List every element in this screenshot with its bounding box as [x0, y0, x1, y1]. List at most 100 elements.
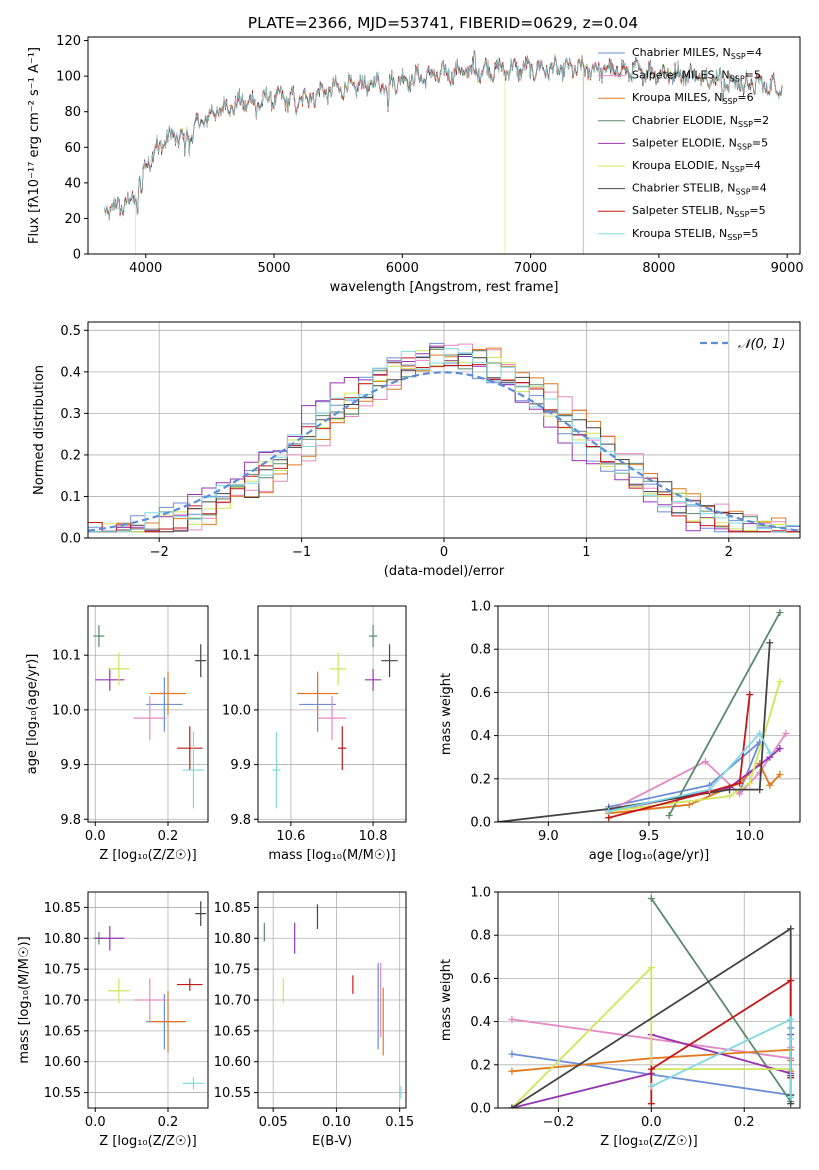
legend-count: =6 [737, 91, 753, 104]
legend-name: Kroupa ELODIE, N [632, 159, 730, 172]
series-marker [766, 639, 774, 647]
y-tick-label: 10.80 [214, 932, 251, 947]
series-marker [756, 768, 764, 776]
legend-sub: SSP [738, 120, 753, 129]
y-tick-label: 10.1 [222, 649, 251, 664]
x-tick-label: 0.10 [322, 1115, 351, 1130]
y-tick-label: 9.9 [60, 758, 81, 773]
panel-mass-weight-vs-Z: −0.2 0.0 0.2 0.0 0.2 0.4 0.6 0.8 1.0 Z [log₁₀(Z/Z… [439, 886, 801, 1149]
errorbar-salpeter-stelib [177, 726, 203, 771]
axes-border [87, 36, 801, 255]
x-tick-label: 0.2 [734, 1115, 755, 1130]
y-axis-label: mass [log₁₀(M/M☉)] [17, 936, 32, 1063]
spectrum-line-kroupa-elodie [104, 54, 783, 254]
legend-entry: Salpeter STELIB, NSSP=5 [632, 204, 766, 219]
y-tick-label: 9.9 [230, 758, 251, 773]
errorbar-chabrier-elodie [93, 625, 105, 648]
axes-border [87, 605, 209, 823]
legend-sub: SSP [730, 75, 745, 84]
series-marker [776, 770, 784, 778]
hist-salpeter-stelib [88, 357, 800, 533]
series-line [608, 741, 761, 808]
x-tick-label: −2 [150, 545, 169, 560]
series-marker [726, 792, 734, 800]
y-tick-label: 0.4 [470, 729, 491, 744]
legend-sub: SSP [736, 188, 751, 197]
x-tick-label: 5000 [257, 261, 290, 276]
x-tick-label: −1 [292, 545, 311, 560]
errorbar-kroupa-miles [149, 990, 187, 1053]
series-marker [787, 925, 795, 933]
y-tick-label: 1.0 [470, 886, 491, 901]
axes-frame: 10.6 10.8 9.8 9.9 10.0 10.1 mass [log₁₀(M/M☉)] [222, 605, 407, 863]
y-tick-label: 10.80 [44, 932, 81, 947]
series-marker [787, 977, 795, 985]
x-axis-label: age [log₁₀(age/yr)] [589, 848, 710, 863]
y-tick-label: 0.1 [60, 490, 81, 505]
y-tick-label: 80 [64, 105, 81, 120]
series-marker [647, 1100, 655, 1108]
x-tick-label: 0 [440, 545, 448, 560]
legend-sub: SSP [731, 52, 746, 61]
errorbar-kroupa-miles [149, 671, 187, 716]
errorbar-kroupa-elodie [108, 978, 130, 1004]
line-series-chabrier-miles [605, 738, 764, 811]
series-marker [787, 1100, 795, 1108]
errorbar-salpeter-elodie [95, 668, 125, 691]
errorbar-chabrier-elodie [369, 625, 378, 648]
x-tick-label: 0.0 [641, 1115, 662, 1130]
y-tick-label: 0.0 [470, 1102, 491, 1117]
y-tick-label: 10.60 [44, 1055, 81, 1070]
y-tick-label: 20 [64, 212, 81, 227]
line-series-chabrier-elodie [665, 608, 784, 820]
legend-entry: Chabrier STELIB, NSSP=4 [632, 182, 767, 197]
axes-frame: 0.0 0.2 10.55 10.60 10.65 10.70 10.75 10.80 10.8… [17, 891, 209, 1149]
x-tick-label: 0.05 [259, 1115, 288, 1130]
x-tick-label: 0.2 [158, 1115, 179, 1130]
plot-area [88, 342, 800, 533]
y-tick-label: 0.8 [470, 643, 491, 658]
hist-kroupa-stelib [88, 348, 800, 533]
y-tick-label: 9.8 [60, 813, 81, 828]
y-tick-label: 0.0 [60, 532, 81, 547]
plot-area [508, 894, 795, 1108]
axes-frame: 0.05 0.10 0.15 10.55 10.60 10.65 10.70 10.75 10.… [214, 891, 414, 1149]
axes-frame: −0.2 0.0 0.2 0.0 0.2 0.4 0.6 0.8 1.0 Z [log₁₀(Z/Z… [439, 886, 801, 1149]
series-line [668, 612, 781, 816]
y-tick-label: 0.0 [470, 816, 491, 831]
x-tick-label: 4000 [129, 261, 162, 276]
y-tick-label: 0.4 [470, 1015, 491, 1030]
x-tick-label: 9000 [771, 261, 804, 276]
plot-area [272, 625, 398, 809]
series-marker [736, 790, 744, 798]
errorbar-salpeter-elodie [364, 668, 382, 691]
y-tick-label: 10.60 [214, 1055, 251, 1070]
panel-mass-weight-vs-age: 9.0 9.5 10.0 0.0 0.2 0.4 0.6 0.8 1.0 age [log₁₀(a… [439, 600, 801, 863]
x-tick-label: 0.2 [158, 829, 179, 844]
legend-count: =4 [746, 46, 762, 59]
plot-area [263, 904, 402, 1099]
y-axis-label: age [log₁₀(age/yr)] [25, 654, 40, 775]
y-axis-label: mass weight [439, 959, 454, 1041]
y-tick-label: 10.70 [44, 994, 81, 1009]
x-tick-label: 7000 [514, 261, 547, 276]
panel-mass-vs-EBV: 0.05 0.10 0.15 10.55 10.60 10.65 10.70 10.75 10.… [214, 891, 414, 1149]
series-marker [756, 786, 764, 794]
x-axis-label: Z [log₁₀(Z/Z☉)] [600, 1134, 697, 1149]
legend-sub: SSP [730, 165, 745, 174]
legend-entry: Chabrier MILES, NSSP=4 [632, 46, 762, 61]
y-tick-label: 10.75 [214, 963, 251, 978]
errorbar-salpeter-elodie [95, 925, 125, 951]
series-line [608, 694, 751, 819]
x-axis-label: Z [log₁₀(Z/Z☉)] [99, 1134, 196, 1149]
histogram-legend: 𝒩(0, 1) [700, 337, 785, 352]
series-marker [685, 801, 693, 809]
y-tick-label: 0.5 [60, 324, 81, 339]
series-marker [776, 608, 784, 616]
series-marker [647, 1065, 655, 1073]
x-tick-label: 10.8 [359, 829, 388, 844]
line-series-kroupa-stelib [605, 729, 774, 815]
y-tick-label: 60 [64, 141, 81, 156]
x-axis-label: (data-model)/error [384, 564, 505, 579]
